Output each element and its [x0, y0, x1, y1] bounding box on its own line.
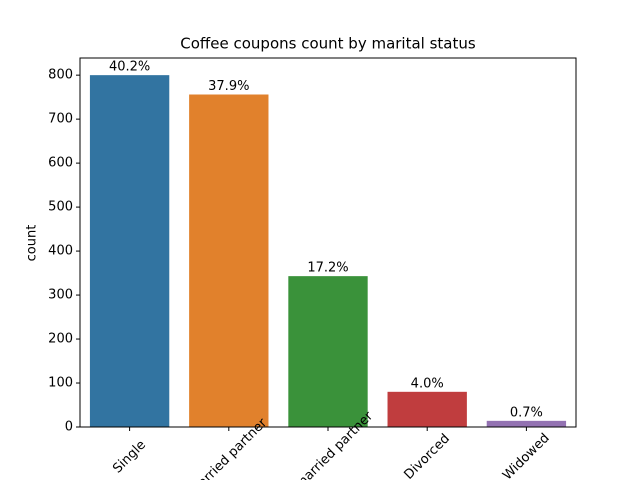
- chart-title: Coffee coupons count by marital status: [180, 35, 476, 53]
- bar: [486, 420, 567, 427]
- y-tick-label: 700: [48, 112, 73, 127]
- bar-label: 37.9%: [208, 79, 249, 94]
- y-tick-label: 500: [48, 200, 73, 215]
- y-tick-label: 600: [48, 156, 73, 171]
- bar-label: 17.2%: [307, 261, 348, 276]
- y-tick-label: 100: [48, 376, 73, 391]
- y-tick-label: 0: [65, 420, 73, 435]
- bar: [89, 75, 170, 428]
- plot-frame: [79, 57, 577, 428]
- x-tick-label: Single: [110, 438, 149, 477]
- bar-label: 40.2%: [109, 60, 150, 75]
- y-tick-label: 200: [48, 332, 73, 347]
- y-tick-label: 800: [48, 68, 73, 83]
- bar: [288, 276, 368, 427]
- bar: [189, 94, 269, 427]
- x-tick-label: Divorced: [401, 431, 452, 480]
- bar-label: 4.0%: [411, 376, 444, 391]
- bar-label: 0.7%: [510, 405, 543, 420]
- y-tick-label: 400: [48, 244, 73, 259]
- y-tick-label: 300: [48, 288, 73, 303]
- bar: [387, 391, 467, 427]
- y-axis-label: count: [25, 225, 40, 262]
- x-tick-label: Widowed: [500, 431, 553, 480]
